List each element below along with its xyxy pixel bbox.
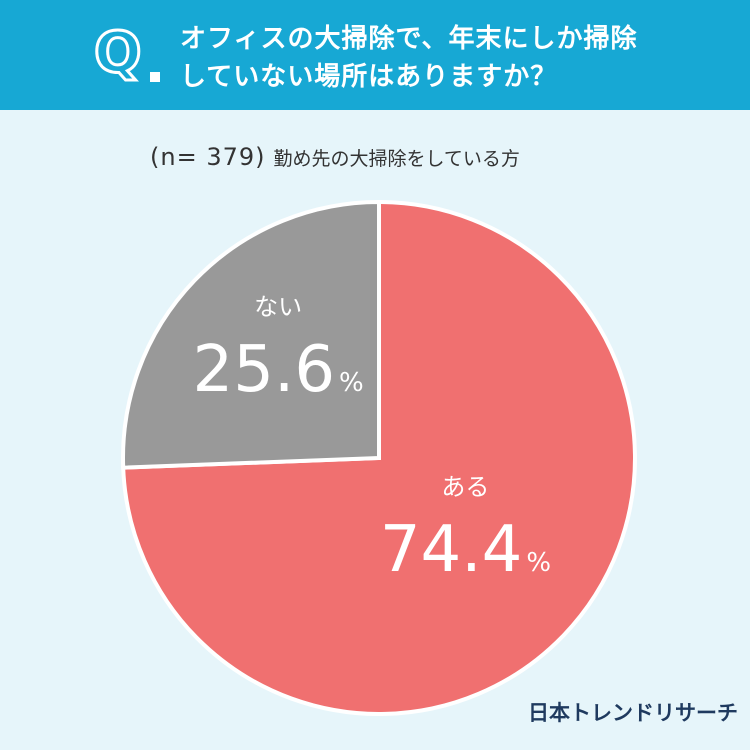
slice-percent-label: 25.6% <box>193 333 364 407</box>
percent-value: 74.4 <box>380 513 523 587</box>
slice-name-label: ある <box>441 473 489 501</box>
slice-name-label: ない <box>254 293 302 321</box>
q-mark: Q <box>93 21 144 86</box>
pie-slice-nai <box>121 199 381 470</box>
slice-percent-label: 74.4% <box>380 513 551 587</box>
percent-unit: % <box>339 368 364 398</box>
percent-value: 25.6 <box>193 333 336 407</box>
sample-description: (n= 379) 勤め先の大掃除をしている方 <box>150 145 520 169</box>
percent-unit: % <box>526 548 551 578</box>
q-dot <box>150 72 160 82</box>
sample-size: (n= 379) <box>150 143 266 171</box>
slice-label-group: ある 74.4% <box>380 473 551 587</box>
question-header: Q オフィスの大掃除で、年末にしか掃除 していない場所はありますか？ <box>0 0 750 110</box>
brand-logo: 日本トレンドリサーチ <box>528 701 738 725</box>
question-line-1: オフィスの大掃除で、年末にしか掃除 <box>180 24 638 54</box>
slice-label-group: ない 25.6% <box>193 293 364 407</box>
respondent-description: 勤め先の大掃除をしている方 <box>273 148 520 170</box>
question-line-2: していない場所はありますか？ <box>180 62 558 92</box>
